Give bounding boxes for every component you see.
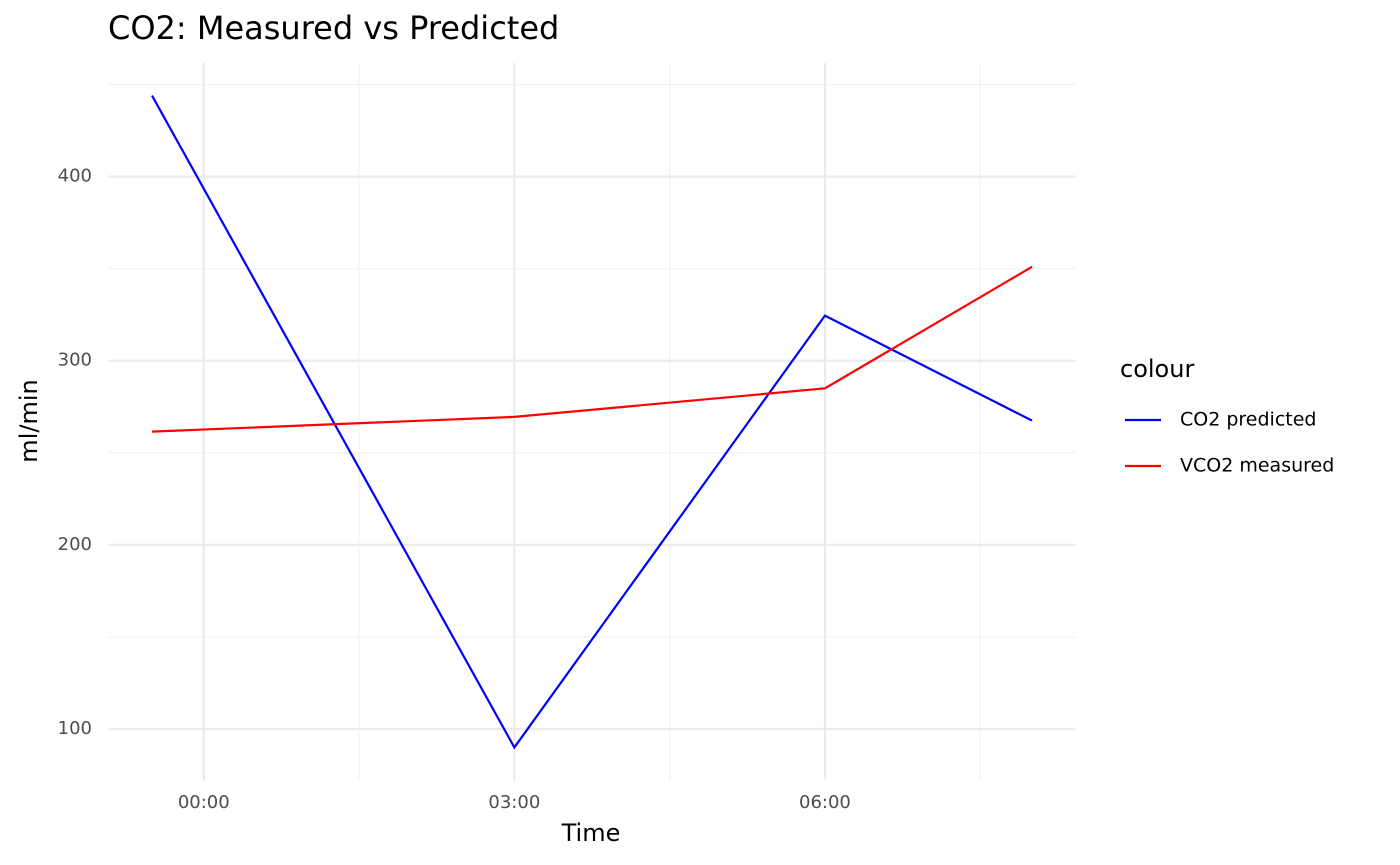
legend-label: VCO2 measured (1180, 455, 1334, 477)
y-tick-label: 300 (58, 350, 92, 371)
y-axis-label: ml/min (15, 379, 43, 462)
x-tick-label: 00:00 (178, 792, 230, 813)
x-tick-label: 03:00 (488, 792, 540, 813)
y-tick-label: 200 (58, 534, 92, 555)
x-tick-label: 06:00 (799, 792, 851, 813)
line (151, 95, 1033, 750)
legend-title: colour (1120, 355, 1194, 383)
y-tick-label: 400 (58, 166, 92, 187)
chart-title: CO2: Measured vs Predicted (108, 9, 559, 47)
x-axis-label: Time (561, 819, 621, 847)
line (151, 265, 1033, 433)
y-tick-label: 100 (58, 718, 92, 739)
legend-label: CO2 predicted (1180, 409, 1316, 431)
